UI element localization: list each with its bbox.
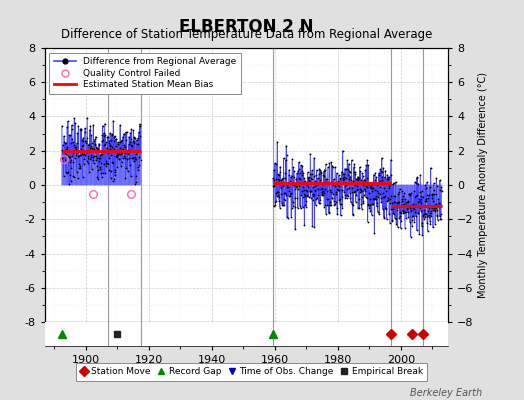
Y-axis label: Monthly Temperature Anomaly Difference (°C): Monthly Temperature Anomaly Difference (… xyxy=(478,72,488,298)
Text: ELBERTON 2 N: ELBERTON 2 N xyxy=(179,18,313,36)
Text: Berkeley Earth: Berkeley Earth xyxy=(410,388,482,398)
Legend: Difference from Regional Average, Quality Control Failed, Estimated Station Mean: Difference from Regional Average, Qualit… xyxy=(49,52,241,94)
Text: Difference of Station Temperature Data from Regional Average: Difference of Station Temperature Data f… xyxy=(61,28,432,41)
Legend: Station Move, Record Gap, Time of Obs. Change, Empirical Break: Station Move, Record Gap, Time of Obs. C… xyxy=(76,363,427,381)
